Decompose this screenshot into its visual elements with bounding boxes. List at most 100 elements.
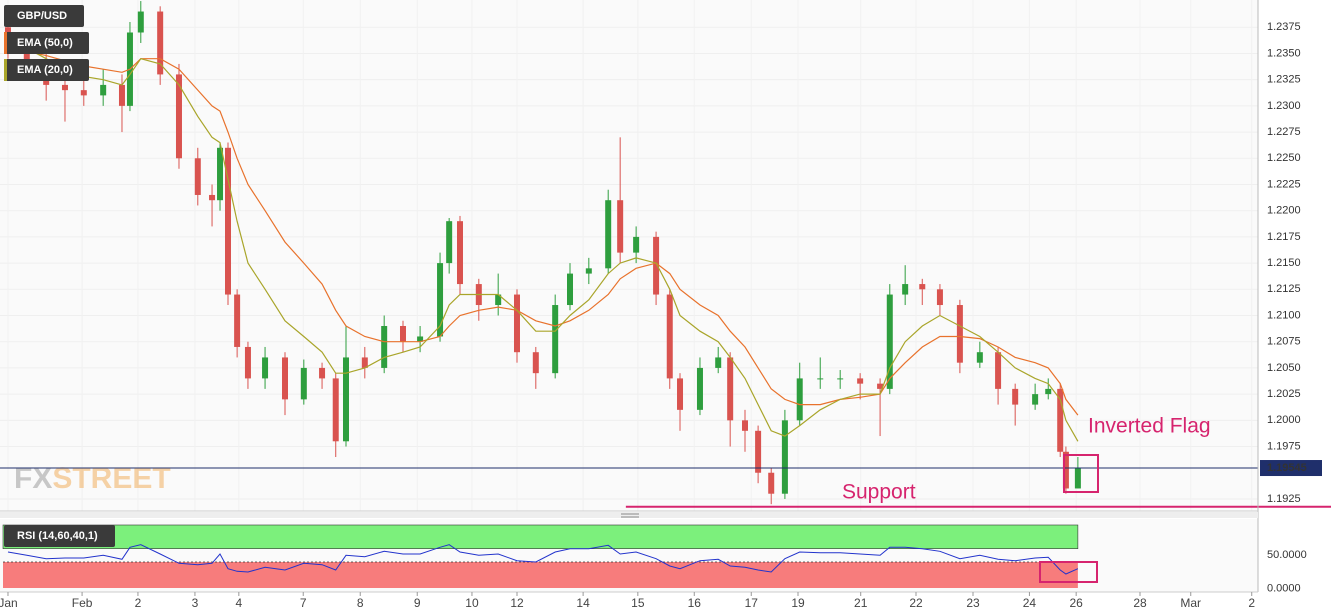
y-tick-label: 1.2250 [1267, 152, 1301, 164]
candle-body [677, 378, 684, 410]
x-tick-label: Feb [72, 596, 93, 610]
y-tick-label: 1.2150 [1267, 257, 1301, 269]
x-tick-label: 21 [854, 596, 868, 610]
candle-body [417, 336, 424, 342]
candle-body [495, 294, 502, 306]
x-tick-label: 2 [135, 596, 142, 610]
candle-body [244, 346, 251, 379]
candle-body [194, 158, 201, 195]
annotation: Inverted Flag [1088, 415, 1211, 438]
candle-body [633, 236, 640, 253]
candle-body [877, 383, 884, 389]
y-tick-label: 1.2300 [1267, 100, 1301, 112]
price-panel [0, 0, 1258, 511]
y-tick-label: 1.2125 [1267, 283, 1301, 295]
x-tick-label: 23 [966, 596, 980, 610]
x-tick-label: Jan [0, 596, 18, 610]
candle-body [381, 325, 388, 368]
candle-body [817, 378, 824, 380]
candle-body [1012, 388, 1019, 405]
x-tick-label: 2 [1248, 596, 1255, 610]
axes: 1.2375 1.2350 1.2325 1.2300 1.2275 1.2250 1.22… [0, 21, 1322, 610]
candle-body [225, 147, 232, 295]
candle-body [796, 378, 803, 421]
candle-body [585, 268, 592, 274]
x-tick-label: 12 [510, 596, 524, 610]
legend-box [4, 59, 89, 81]
candle-body [653, 236, 660, 295]
y-tick-label: 1.2000 [1267, 414, 1301, 426]
candle-body [1057, 388, 1064, 452]
x-tick-label: 16 [688, 596, 702, 610]
candle-body [995, 352, 1002, 389]
x-tick-label: 22 [909, 596, 923, 610]
x-tick-label: 14 [576, 596, 590, 610]
last-price-label: 1.19545 [1267, 462, 1307, 474]
annotation: Support [842, 481, 916, 504]
highlight-box [1039, 561, 1098, 583]
watermark: FXSTREET [14, 462, 171, 495]
x-tick-label: 26 [1069, 596, 1083, 610]
ema-line [7, 37, 1079, 442]
watermark-fx: FX [14, 462, 52, 495]
candle-body [1074, 467, 1081, 489]
candle-body [1062, 451, 1069, 489]
legend-entry: EMA (50,0) [17, 37, 73, 49]
candle-body [781, 420, 788, 494]
candle-body [532, 352, 539, 374]
x-tick-label: 3 [192, 596, 199, 610]
y-tick-label: 1.2375 [1267, 21, 1301, 33]
candle-body [137, 11, 144, 33]
y-tick-label: 1.2175 [1267, 231, 1301, 243]
y-tick-label: 1.2100 [1267, 309, 1301, 321]
x-tick-label: 24 [1023, 596, 1037, 610]
candle-body [282, 357, 289, 400]
grid [0, 26, 1258, 500]
candle-body [666, 294, 673, 379]
candle-body [513, 294, 520, 353]
x-tick-label: Mar [1180, 596, 1201, 610]
legend-swatch [4, 59, 7, 81]
candle-body [100, 84, 107, 96]
candle-body [446, 221, 453, 264]
marks [0, 1, 1331, 588]
rsi-legend: RSI (14,60,40,1) [17, 530, 98, 542]
legend-box [4, 5, 84, 27]
candle-body [605, 200, 612, 269]
legend-box [4, 525, 115, 547]
y-tick-label: 1.2325 [1267, 74, 1301, 86]
candle-body [552, 305, 559, 374]
x-tick-label: 7 [300, 596, 307, 610]
y-tick-label: 1.2025 [1267, 388, 1301, 400]
candle-body [886, 294, 893, 389]
y-tick-label: 1.1925 [1267, 493, 1301, 505]
candle-body [319, 367, 326, 379]
candle-body [80, 90, 87, 96]
candle-body [857, 378, 864, 384]
candle-body [332, 378, 339, 442]
legend-title: GBP/USD [17, 10, 67, 22]
candle-body [936, 289, 943, 306]
y-tick-label: 1.2275 [1267, 126, 1301, 138]
candle-body [919, 284, 926, 290]
y-tick-label: 1.2200 [1267, 205, 1301, 217]
candle-body [567, 273, 574, 306]
y-tick-label: 1.2350 [1267, 47, 1301, 59]
candle-body [157, 11, 164, 75]
candle-body [175, 74, 182, 159]
x-tick-label: 28 [1133, 596, 1147, 610]
rsi-lower-band [3, 562, 1078, 588]
x-tick-label: 10 [465, 596, 479, 610]
candle-body [837, 378, 844, 380]
candle-body [976, 352, 983, 363]
y-tick-label: 1.2050 [1267, 362, 1301, 374]
candle-body [262, 357, 269, 379]
legend-swatch [4, 32, 7, 54]
y-tick-label: 1.1975 [1267, 440, 1301, 452]
watermark-street: STREET [52, 462, 170, 495]
rsi-line [7, 544, 1079, 575]
rsi-tick-label: 50.0000 [1267, 549, 1307, 561]
candle-body [696, 367, 703, 410]
y-tick-label: 1.2225 [1267, 178, 1301, 190]
